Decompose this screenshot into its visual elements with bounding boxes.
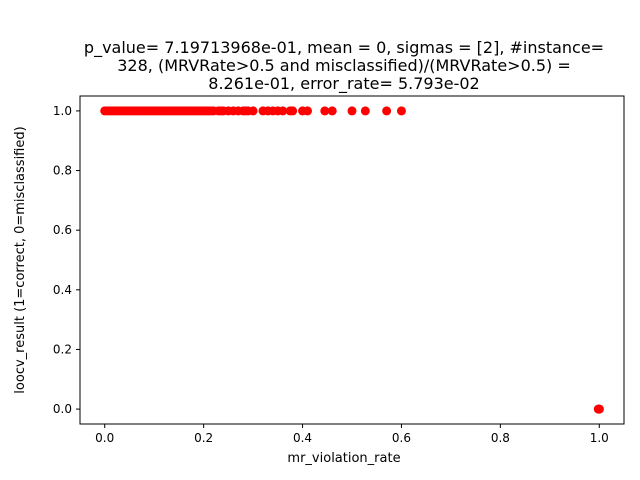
y-axis-ticks: 0.0 0.2 0.4 0.6 0.8 1.0 bbox=[53, 104, 80, 416]
data-points bbox=[100, 106, 604, 414]
x-axis-label: mr_violation_rate bbox=[287, 451, 400, 466]
scatter-point bbox=[382, 106, 392, 116]
x-tick-label: 0.4 bbox=[293, 431, 312, 445]
x-tick-label: 0.0 bbox=[95, 431, 114, 445]
y-tick-label: 0.8 bbox=[53, 164, 72, 178]
scatter-point bbox=[278, 106, 288, 116]
x-tick-label: 0.6 bbox=[392, 431, 411, 445]
y-axis-label: loocv_result (1=correct, 0=misclassified… bbox=[13, 126, 28, 393]
scatter-point bbox=[360, 106, 370, 116]
title-line-3: 8.261e-01, error_rate= 5.793e-02 bbox=[208, 74, 479, 94]
y-tick-label: 0.6 bbox=[53, 223, 72, 237]
scatter-point bbox=[248, 106, 258, 116]
scatter-point bbox=[302, 106, 312, 116]
x-axis-ticks: 0.0 0.2 0.4 0.6 0.8 1.0 bbox=[95, 424, 609, 445]
x-tick-label: 1.0 bbox=[590, 431, 609, 445]
y-tick-label: 0.4 bbox=[53, 283, 72, 297]
y-tick-label: 0.0 bbox=[53, 402, 72, 416]
y-tick-label: 0.2 bbox=[53, 342, 72, 356]
scatter-point bbox=[320, 106, 330, 116]
title-line-1: p_value= 7.19713968e-01, mean = 0, sigma… bbox=[84, 38, 604, 58]
plot-area-frame bbox=[79, 95, 625, 425]
scatter-point bbox=[594, 404, 604, 414]
scatter-point bbox=[327, 106, 337, 116]
scatter-point bbox=[396, 106, 406, 116]
scatter-point bbox=[347, 106, 357, 116]
chart-title: p_value= 7.19713968e-01, mean = 0, sigma… bbox=[84, 38, 604, 94]
y-tick-label: 1.0 bbox=[53, 104, 72, 118]
scatter-point bbox=[288, 106, 298, 116]
title-line-2: 328, (MRVRate>0.5 and misclassified)/(MR… bbox=[117, 56, 571, 75]
x-tick-label: 0.2 bbox=[194, 431, 213, 445]
x-tick-label: 0.8 bbox=[491, 431, 510, 445]
